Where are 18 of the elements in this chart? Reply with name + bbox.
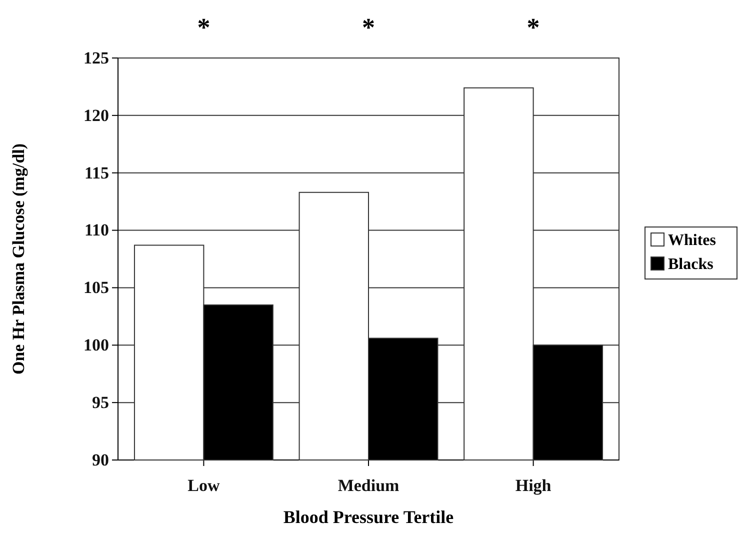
legend-label: Blacks: [668, 256, 714, 273]
x-tick-label: Low: [188, 476, 220, 496]
x-axis-title: Blood Pressure Tertile: [283, 507, 454, 527]
y-tick-label: 110: [84, 220, 109, 240]
x-tick-label: High: [515, 476, 552, 496]
text: *: [197, 13, 210, 42]
y-tick-label: 120: [84, 106, 109, 125]
y-tick-label: 105: [84, 278, 109, 298]
y-axis-title: One Hr Plasma Glucose (mg/dl): [9, 143, 28, 375]
text: *: [526, 13, 540, 42]
y-tick-label: 95: [92, 393, 109, 412]
y-tick-label: 90: [92, 450, 109, 470]
legend-label: Whites: [668, 232, 716, 249]
text: *: [362, 13, 375, 42]
y-tick-label: 100: [84, 336, 109, 355]
y-tick-label: 125: [84, 48, 109, 68]
x-tick-label: Medium: [338, 476, 400, 496]
y-tick-label: 115: [84, 163, 109, 182]
